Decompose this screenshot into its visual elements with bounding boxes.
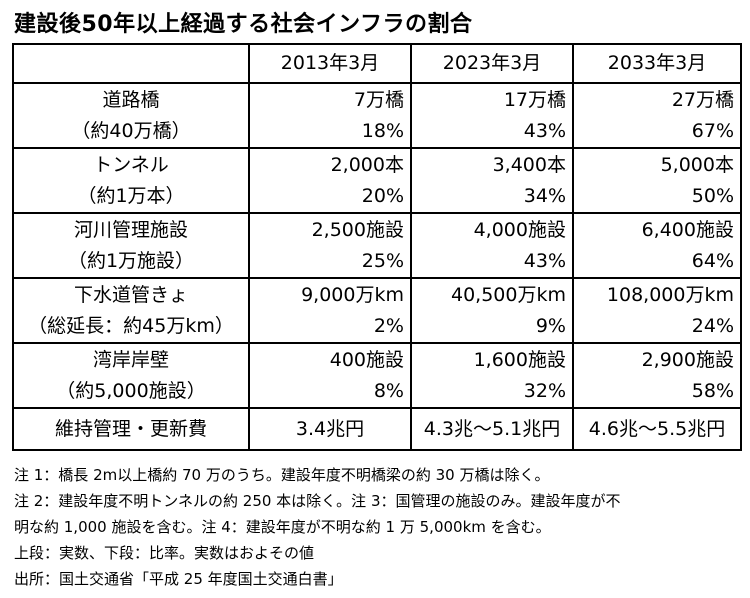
count: 9,000万km [301, 283, 404, 306]
row-label: トンネル （約1万本） [12, 147, 250, 214]
ratio: 2% [373, 314, 404, 337]
header-row: 2013年3月 2023年3月 2033年3月 [12, 43, 742, 84]
ratio: 67% [691, 119, 734, 142]
cell: 4.6兆～5.5兆円 [572, 407, 742, 451]
count: 5,000本 [660, 153, 734, 176]
cell: 3.4兆円 [248, 407, 412, 451]
count: 2,900施設 [641, 348, 734, 371]
cell: 2,000本 20% [248, 147, 412, 214]
ratio: 43% [523, 249, 566, 272]
column-header: 2033年3月 [572, 43, 742, 84]
count: 3,400本 [492, 153, 566, 176]
table-row: 下水道管きょ （総延長：約45万km） 9,000万km 2% 40,500万km 9% 1… [12, 277, 742, 344]
label-line: （約40万橋） [71, 119, 191, 142]
cell: 3,400本 34% [410, 147, 574, 214]
count: 4,000施設 [473, 218, 566, 241]
ratio: 9% [535, 314, 566, 337]
label-line: （約1万施設） [67, 249, 195, 272]
cell: 17万橋 43% [410, 82, 574, 149]
ratio: 58% [691, 379, 734, 402]
note-line: 注 2：建設年度不明トンネルの約 250 本は除く。注 3：国管理の施設のみ。建… [14, 492, 621, 510]
notes: 注 1：橋長 2m以上橋約 70 万のうち。建設年度不明橋梁の約 30 万橋は除… [14, 462, 621, 592]
ratio: 50% [691, 184, 734, 207]
count: 1,600施設 [473, 348, 566, 371]
ratio: 20% [361, 184, 404, 207]
table: 2013年3月 2023年3月 2033年3月 道路橋 （約40万橋） 7万橋 18% 17万… [12, 43, 742, 451]
note-line: 注 1：橋長 2m以上橋約 70 万のうち。建設年度不明橋梁の約 30 万橋は除… [14, 466, 550, 484]
cell: 4.3兆～5.1兆円 [410, 407, 574, 451]
corner-cell [12, 43, 250, 84]
count: 40,500万km [451, 283, 566, 306]
label-line: 河川管理施設 [73, 218, 188, 241]
count: 108,000万km [606, 283, 734, 306]
cell: 2,500施設 25% [248, 212, 412, 279]
cell: 40,500万km 9% [410, 277, 574, 344]
note-line: 出所：国土交通省「平成 25 年度国土交通白書」 [14, 570, 343, 588]
note-line: 明な約 1,000 施設を含む。注 4：建設年度が不明な約 1 万 5,000k… [14, 518, 551, 536]
ratio: 34% [523, 184, 566, 207]
column-header: 2013年3月 [248, 43, 412, 84]
ratio: 32% [523, 379, 566, 402]
count: 2,500施設 [311, 218, 404, 241]
cell: 108,000万km 24% [572, 277, 742, 344]
count: 7万橋 [353, 88, 404, 111]
label-line: 下水道管きょ [73, 283, 188, 306]
cell: 4,000施設 43% [410, 212, 574, 279]
cell: 9,000万km 2% [248, 277, 412, 344]
ratio: 18% [361, 119, 404, 142]
table-row: 河川管理施設 （約1万施設） 2,500施設 25% 4,000施設 43% 6,400施設… [12, 212, 742, 279]
row-label: 道路橋 （約40万橋） [12, 82, 250, 149]
label-line: トンネル [93, 153, 169, 176]
count: 6,400施設 [641, 218, 734, 241]
label-line: （総延長：約45万km） [28, 314, 234, 337]
row-label: 維持管理・更新費 [12, 407, 250, 451]
label-line: （約1万本） [77, 184, 185, 207]
row-label: 下水道管きょ （総延長：約45万km） [12, 277, 250, 344]
column-header: 2023年3月 [410, 43, 574, 84]
table-row: 湾岸岸壁 （約5,000施設） 400施設 8% 1,600施設 32% 2,900施設 58… [12, 342, 742, 409]
ratio: 25% [361, 249, 404, 272]
ratio: 43% [523, 119, 566, 142]
ratio: 24% [691, 314, 734, 337]
count: 2,000本 [330, 153, 404, 176]
count: 17万橋 [503, 88, 566, 111]
cell: 2,900施設 58% [572, 342, 742, 409]
ratio: 8% [373, 379, 404, 402]
label-line: 道路橋 [102, 88, 160, 111]
label-line: 湾岸岸壁 [92, 348, 169, 371]
cell: 27万橋 67% [572, 82, 742, 149]
cell: 6,400施設 64% [572, 212, 742, 279]
ratio: 64% [691, 249, 734, 272]
count: 400施設 [329, 348, 404, 371]
total-row: 維持管理・更新費 3.4兆円 4.3兆～5.1兆円 4.6兆～5.5兆円 [12, 407, 742, 451]
cell: 5,000本 50% [572, 147, 742, 214]
cell: 7万橋 18% [248, 82, 412, 149]
title: 建設後50年以上経過する社会インフラの割合 [14, 12, 473, 37]
table-row: トンネル （約1万本） 2,000本 20% 3,400本 34% 5,000本 50% [12, 147, 742, 214]
table-row: 道路橋 （約40万橋） 7万橋 18% 17万橋 43% 27万橋 67% [12, 82, 742, 149]
label-line: （約5,000施設） [56, 379, 206, 402]
note-line: 上段：実数、下段：比率。実数はおよその値 [14, 544, 315, 562]
count: 27万橋 [671, 88, 734, 111]
cell: 400施設 8% [248, 342, 412, 409]
row-label: 湾岸岸壁 （約5,000施設） [12, 342, 250, 409]
cell: 1,600施設 32% [410, 342, 574, 409]
row-label: 河川管理施設 （約1万施設） [12, 212, 250, 279]
